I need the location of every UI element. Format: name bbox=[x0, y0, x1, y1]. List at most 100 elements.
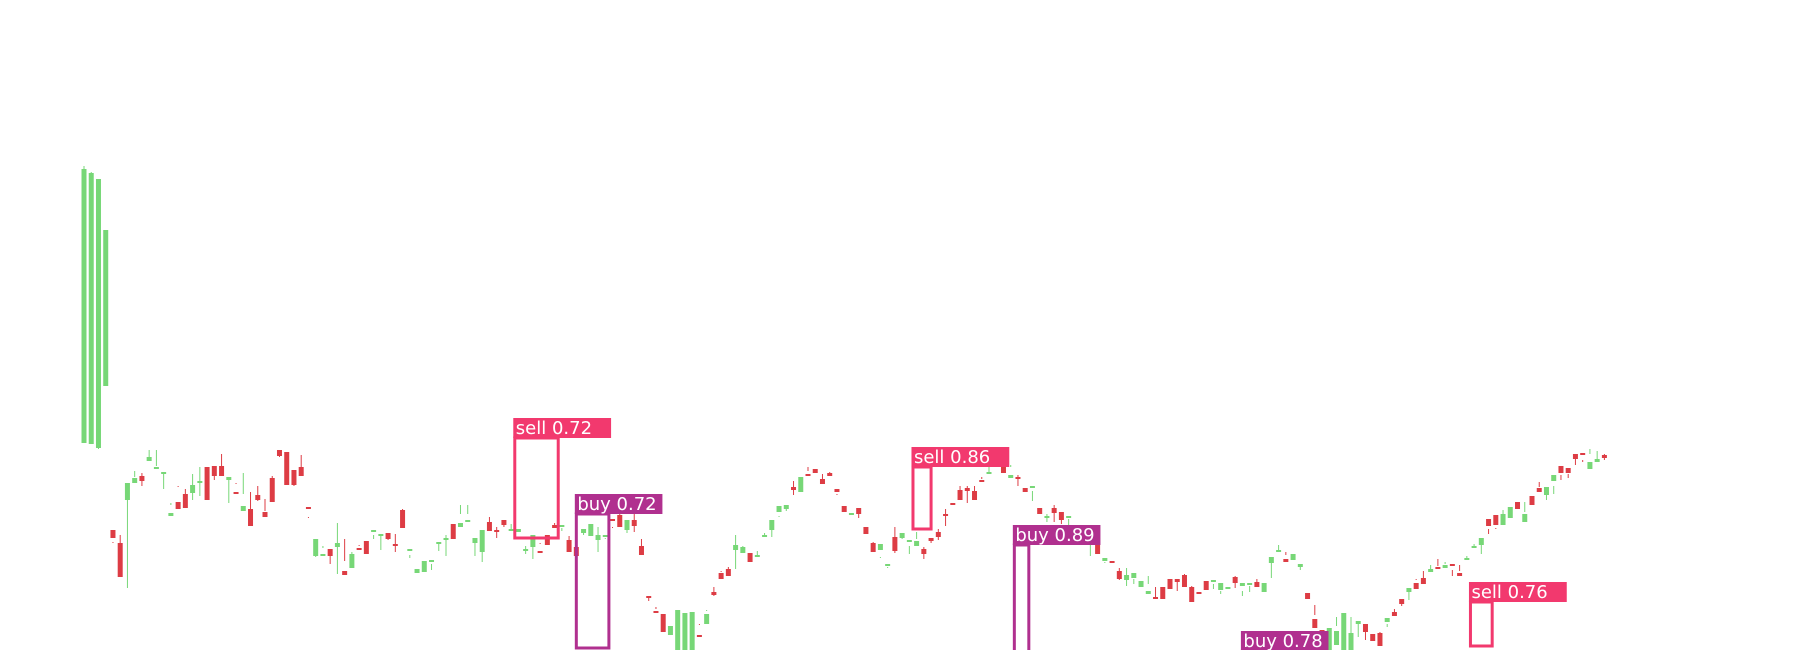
candle-body bbox=[979, 480, 985, 482]
candle-body bbox=[559, 525, 565, 527]
candle-body bbox=[255, 495, 261, 500]
candle-up bbox=[1297, 564, 1303, 570]
candle-up bbox=[689, 612, 695, 650]
candle-up bbox=[733, 535, 739, 569]
candle-body bbox=[530, 535, 536, 547]
candle-up bbox=[436, 542, 442, 551]
candle-body bbox=[421, 561, 427, 572]
candle-body bbox=[638, 546, 644, 555]
candle-body bbox=[667, 626, 673, 635]
candle-body bbox=[472, 538, 478, 543]
candle-down bbox=[1558, 466, 1564, 480]
candle-body bbox=[1594, 459, 1600, 462]
candle-up bbox=[1442, 562, 1448, 568]
candle-body bbox=[1529, 496, 1535, 505]
candle-body bbox=[508, 529, 514, 531]
candle-up bbox=[1428, 565, 1434, 572]
candle-down bbox=[363, 541, 369, 554]
candle-down bbox=[943, 509, 949, 526]
candle-body bbox=[501, 520, 507, 525]
candle-body bbox=[675, 610, 681, 650]
candle-body bbox=[1283, 559, 1289, 562]
sell-detection-box bbox=[911, 465, 933, 531]
candle-up bbox=[161, 472, 167, 489]
buy-label: buy 0.78 bbox=[1243, 631, 1322, 650]
candle-down bbox=[211, 466, 217, 480]
candle-body bbox=[1153, 597, 1159, 599]
candle-down bbox=[284, 452, 290, 485]
candle-up bbox=[226, 477, 232, 503]
candle-body bbox=[1174, 579, 1180, 582]
candle-body bbox=[1015, 477, 1021, 479]
candle-down bbox=[248, 492, 254, 526]
candle-body bbox=[233, 492, 239, 494]
candle-body bbox=[711, 592, 717, 595]
candle-up bbox=[1276, 545, 1282, 552]
candle-body bbox=[624, 520, 630, 530]
candle-up bbox=[1218, 583, 1224, 594]
candle-up bbox=[95, 179, 101, 449]
candle-up bbox=[508, 524, 514, 531]
candle-down bbox=[856, 508, 862, 518]
candle-down bbox=[537, 543, 543, 553]
candle-up bbox=[1239, 583, 1245, 596]
sell-label-background bbox=[911, 447, 1010, 467]
candle-up bbox=[798, 477, 804, 492]
candle-down bbox=[870, 542, 876, 552]
candle-down bbox=[356, 545, 362, 550]
candle-body bbox=[1536, 488, 1542, 492]
candle-up bbox=[1507, 507, 1513, 518]
candle-body bbox=[132, 478, 138, 483]
candle-body bbox=[95, 179, 101, 448]
candle-down bbox=[385, 533, 391, 540]
candle-body bbox=[783, 505, 789, 509]
candle-down bbox=[1377, 632, 1383, 646]
candle-body bbox=[870, 543, 876, 552]
sell-detection: sell 0.76 bbox=[1468, 582, 1567, 648]
candle-body bbox=[1457, 573, 1463, 576]
candle-down bbox=[400, 509, 406, 528]
candle-body bbox=[371, 530, 377, 532]
candle-body bbox=[342, 571, 348, 575]
candle-up bbox=[146, 450, 152, 461]
candle-down bbox=[117, 535, 123, 577]
candle-down bbox=[1109, 561, 1115, 563]
candle-down bbox=[269, 476, 275, 502]
candle-down bbox=[1015, 475, 1021, 486]
candle-up bbox=[443, 535, 449, 556]
candle-down bbox=[1167, 579, 1173, 589]
candle-down bbox=[935, 529, 941, 540]
candle-body bbox=[117, 543, 123, 577]
candle-body bbox=[1276, 550, 1282, 552]
candle-body bbox=[1442, 565, 1448, 568]
candle-body bbox=[718, 573, 724, 579]
candle-up bbox=[1500, 510, 1506, 525]
candle-down bbox=[305, 507, 311, 518]
candle-body bbox=[631, 520, 637, 526]
candle-down bbox=[819, 474, 825, 484]
buy-label-background bbox=[574, 494, 663, 514]
candle-body bbox=[1515, 502, 1521, 509]
candle-body bbox=[276, 450, 282, 456]
sell-label-background bbox=[1468, 582, 1567, 602]
candle-down bbox=[1232, 576, 1238, 588]
candle-body bbox=[1160, 587, 1166, 599]
candle-body bbox=[1391, 612, 1397, 616]
candle-up bbox=[885, 564, 891, 568]
candle-up bbox=[899, 533, 905, 539]
candle-body bbox=[1116, 571, 1122, 579]
buy-label: buy 0.72 bbox=[577, 494, 656, 515]
candle-body bbox=[305, 507, 311, 509]
candle-body bbox=[1225, 587, 1231, 589]
candle-up bbox=[1102, 558, 1108, 563]
candle-body bbox=[1493, 515, 1499, 525]
candle-body bbox=[124, 483, 130, 500]
candle-body bbox=[429, 560, 435, 562]
candle-down bbox=[1565, 468, 1571, 478]
candle-up bbox=[190, 474, 196, 500]
candle-body bbox=[450, 524, 456, 539]
candle-body bbox=[1145, 591, 1151, 594]
candle-up bbox=[349, 552, 355, 568]
candle-body bbox=[544, 535, 550, 545]
candle-down bbox=[233, 483, 239, 494]
